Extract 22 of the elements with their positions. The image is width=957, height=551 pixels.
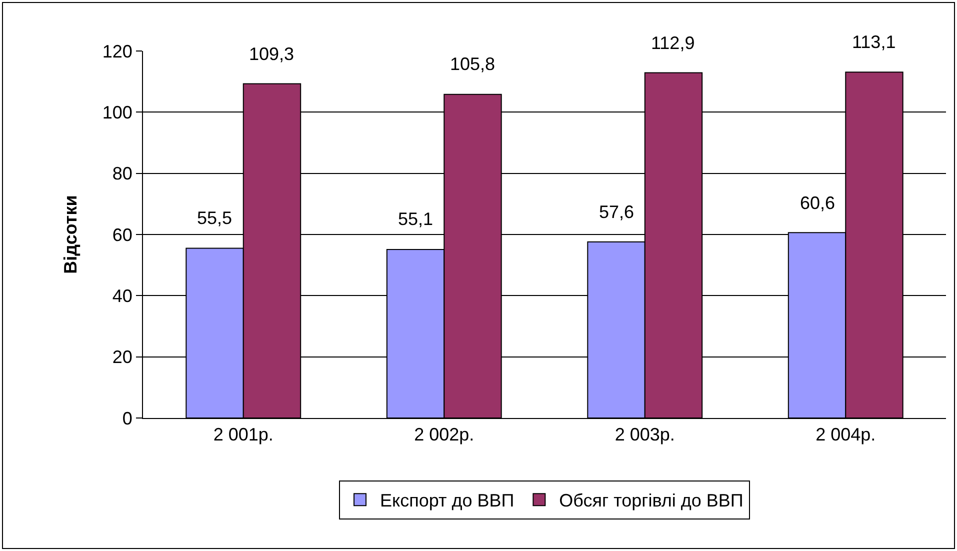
data-label: 105,8 xyxy=(450,54,496,74)
data-label: 55,1 xyxy=(398,209,434,229)
y-tick-label: 20 xyxy=(112,347,132,368)
x-tick-label: 2 004р. xyxy=(816,424,876,445)
y-tick-label: 100 xyxy=(102,102,132,122)
y-tick-label: 60 xyxy=(112,224,132,245)
legend-label: Обсяг торгівлі до ВВП xyxy=(559,490,744,511)
data-label: 55,5 xyxy=(197,208,232,228)
x-tick-label: 2 001р. xyxy=(213,424,274,445)
data-label: 57,6 xyxy=(599,202,634,222)
data-label: 112,9 xyxy=(651,33,695,53)
x-tick-label: 2 003р. xyxy=(614,424,675,445)
y-tick-label: 40 xyxy=(112,286,132,306)
data-label: 60,6 xyxy=(800,193,836,213)
x-tick-label: 2 002р. xyxy=(414,424,474,445)
data-label: 113,1 xyxy=(852,32,896,52)
y-tick-label: 120 xyxy=(102,41,132,62)
y-tick-label: 0 xyxy=(122,408,132,428)
data-label: 109,3 xyxy=(249,44,294,64)
y-tick-label: 80 xyxy=(112,164,132,184)
legend-label: Експорт до ВВП xyxy=(380,490,514,511)
y-axis-title: Відсотки xyxy=(60,195,81,274)
